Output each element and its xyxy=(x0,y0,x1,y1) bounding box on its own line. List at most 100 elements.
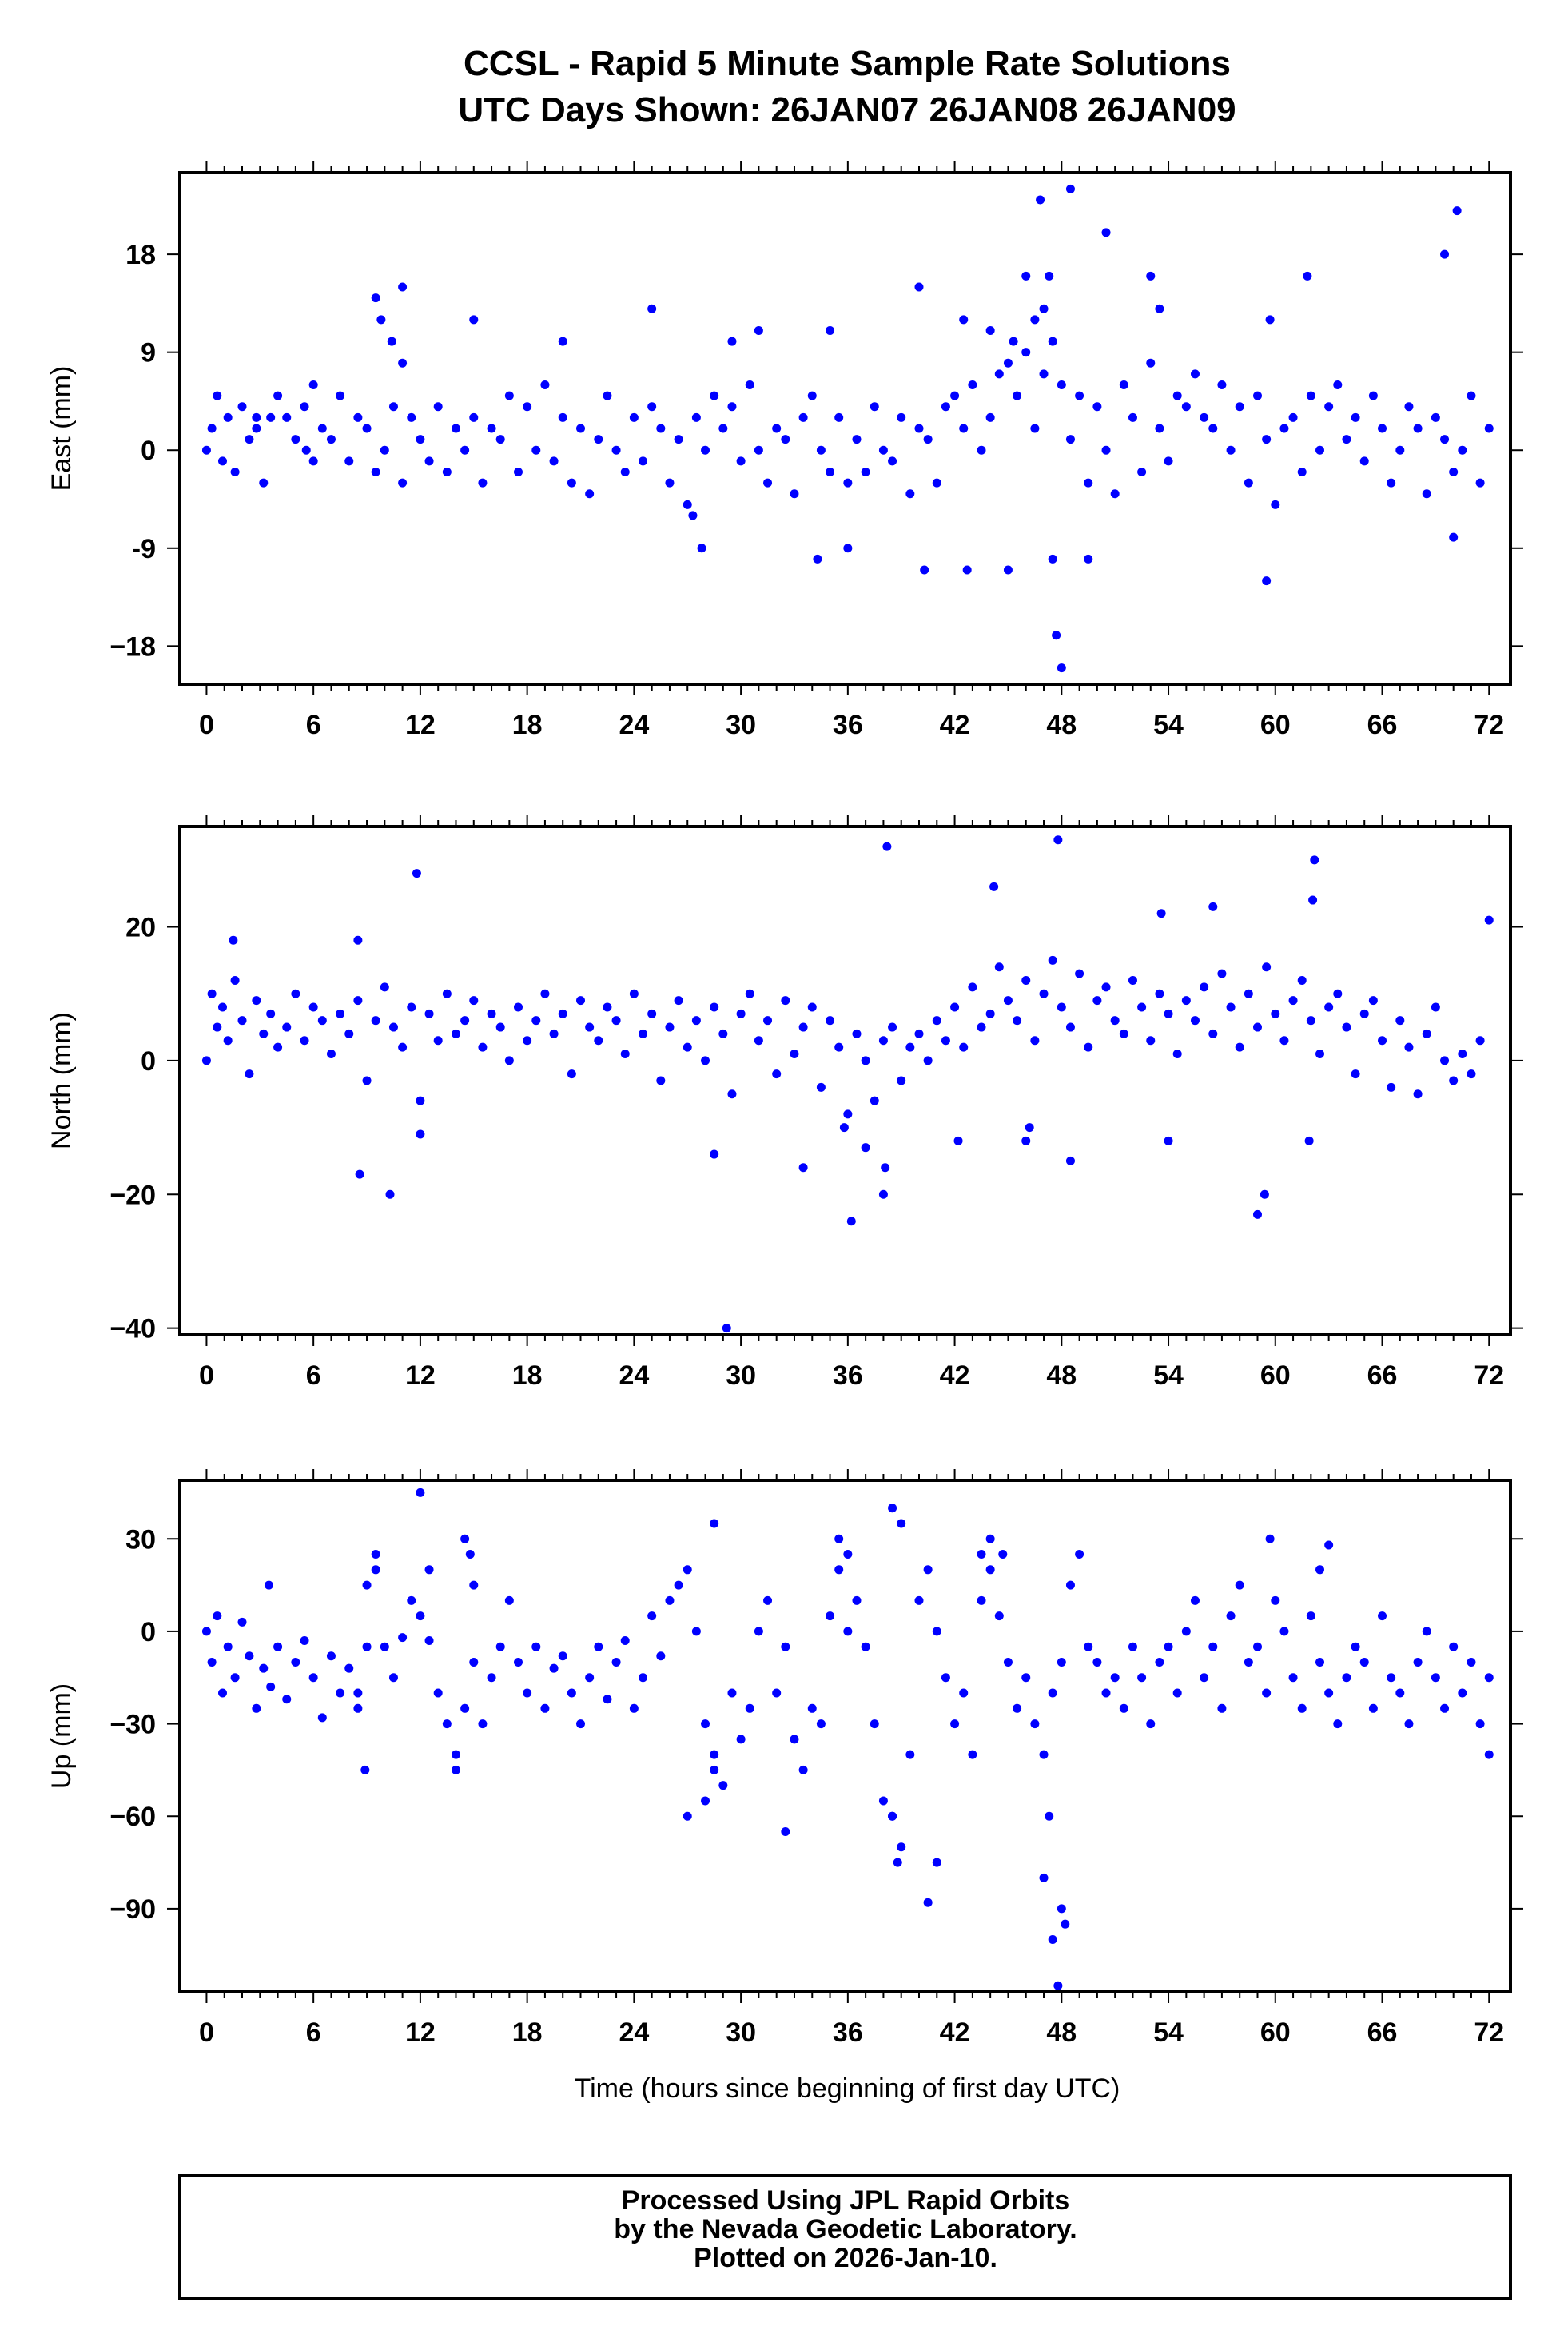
data-point xyxy=(1387,1082,1396,1092)
x-tick-label: 36 xyxy=(833,710,863,740)
data-point xyxy=(736,1009,746,1018)
data-point xyxy=(1021,1136,1031,1145)
data-point xyxy=(950,1719,960,1729)
data-point xyxy=(469,1580,479,1590)
data-point xyxy=(959,1042,969,1052)
data-point xyxy=(843,1627,853,1636)
data-point xyxy=(826,467,835,476)
data-point xyxy=(1440,1703,1450,1713)
data-point xyxy=(683,1811,692,1821)
data-point xyxy=(710,1750,719,1759)
data-point xyxy=(861,1056,870,1065)
x-tick-label: 24 xyxy=(619,2017,649,2048)
data-point xyxy=(861,1143,870,1153)
x-tick-label: 66 xyxy=(1367,2017,1398,2048)
data-point xyxy=(816,445,826,455)
data-point xyxy=(629,1703,639,1713)
data-point xyxy=(1217,380,1227,390)
title-line-1: CCSL - Rapid 5 Minute Sample Rate Soluti… xyxy=(464,44,1231,83)
data-point xyxy=(745,380,754,390)
data-point xyxy=(683,1042,692,1052)
data-point xyxy=(977,1595,986,1605)
data-point xyxy=(207,989,217,998)
data-point xyxy=(1190,1595,1200,1605)
data-point xyxy=(959,424,969,433)
data-point xyxy=(994,369,1004,379)
y-tick-label: −18 xyxy=(109,631,156,662)
data-point xyxy=(888,1022,897,1032)
data-point xyxy=(1315,1050,1325,1059)
data-point xyxy=(433,1036,443,1046)
data-point xyxy=(567,1069,576,1079)
data-point xyxy=(665,1022,675,1032)
data-point xyxy=(1039,369,1049,379)
data-point xyxy=(1084,554,1093,564)
data-point xyxy=(1009,337,1018,346)
data-point xyxy=(1101,445,1111,455)
x-tick-label: 60 xyxy=(1260,710,1291,740)
data-point xyxy=(1484,915,1494,925)
data-point xyxy=(558,1009,567,1018)
data-point xyxy=(826,1611,835,1621)
data-point xyxy=(1146,271,1156,281)
data-point xyxy=(407,412,416,422)
data-point xyxy=(985,1534,995,1543)
data-point xyxy=(549,1029,559,1038)
data-point xyxy=(1359,456,1369,466)
data-point xyxy=(282,412,292,422)
data-point xyxy=(923,1056,933,1065)
x-tick-label: 0 xyxy=(199,2017,214,2048)
data-point xyxy=(300,1036,309,1046)
x-tick-label: 36 xyxy=(833,1360,863,1391)
x-tick-label: 66 xyxy=(1367,1360,1398,1391)
data-point xyxy=(1324,1002,1334,1012)
data-point xyxy=(1084,1642,1093,1651)
y-axis-label: North (mm) xyxy=(46,1012,77,1149)
data-point xyxy=(1235,1580,1244,1590)
data-point xyxy=(772,1688,782,1698)
x-tick-label: 18 xyxy=(512,710,543,740)
data-point xyxy=(1172,1050,1182,1059)
data-point xyxy=(1252,1209,1262,1219)
data-point xyxy=(1045,1811,1054,1821)
data-point xyxy=(230,467,240,476)
data-point xyxy=(1351,412,1360,422)
data-point xyxy=(207,424,217,433)
data-point xyxy=(870,1719,879,1729)
x-tick-label: 0 xyxy=(199,1360,214,1391)
data-point xyxy=(932,1016,941,1026)
data-point xyxy=(469,1657,479,1667)
data-point xyxy=(252,424,261,433)
data-point xyxy=(1172,391,1182,400)
data-point xyxy=(513,1657,523,1667)
data-point xyxy=(1003,996,1013,1006)
data-point xyxy=(576,1719,586,1729)
data-point xyxy=(380,1642,389,1651)
data-point xyxy=(362,1580,372,1590)
data-point xyxy=(1053,835,1063,845)
data-point xyxy=(1310,855,1319,865)
data-point xyxy=(1057,1904,1066,1914)
data-point xyxy=(1449,1076,1459,1085)
x-tick-label: 6 xyxy=(306,2017,321,2048)
data-point xyxy=(994,1611,1004,1621)
data-point xyxy=(326,435,336,444)
data-point xyxy=(1252,1022,1262,1032)
data-point xyxy=(1404,1719,1414,1729)
data-point xyxy=(798,1163,808,1173)
data-point xyxy=(754,1627,763,1636)
data-point xyxy=(1200,982,1209,992)
data-point xyxy=(710,1149,719,1159)
data-point xyxy=(540,1703,550,1713)
data-point xyxy=(1271,1009,1280,1018)
data-point xyxy=(353,1703,363,1713)
x-tick-label: 12 xyxy=(405,710,436,740)
data-point xyxy=(878,445,888,455)
data-point xyxy=(697,544,706,553)
data-point xyxy=(674,996,683,1006)
data-point xyxy=(781,996,790,1006)
data-point xyxy=(1181,996,1191,1006)
data-point xyxy=(977,445,986,455)
data-point xyxy=(1048,337,1057,346)
data-point xyxy=(1057,663,1066,673)
